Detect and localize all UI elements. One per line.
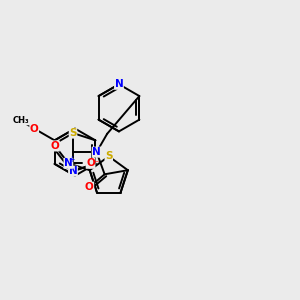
Text: N: N xyxy=(64,158,73,168)
Text: ⁻: ⁻ xyxy=(93,159,99,170)
Text: S: S xyxy=(69,128,77,138)
Text: O: O xyxy=(51,141,59,151)
Text: N: N xyxy=(92,147,101,157)
Text: S: S xyxy=(105,151,112,161)
Text: O: O xyxy=(30,124,38,134)
Text: N: N xyxy=(69,166,77,176)
Text: +: + xyxy=(68,155,75,164)
Text: N: N xyxy=(115,79,123,89)
Text: O: O xyxy=(86,158,95,168)
Text: CH₃: CH₃ xyxy=(13,116,29,125)
Text: O: O xyxy=(85,182,94,192)
